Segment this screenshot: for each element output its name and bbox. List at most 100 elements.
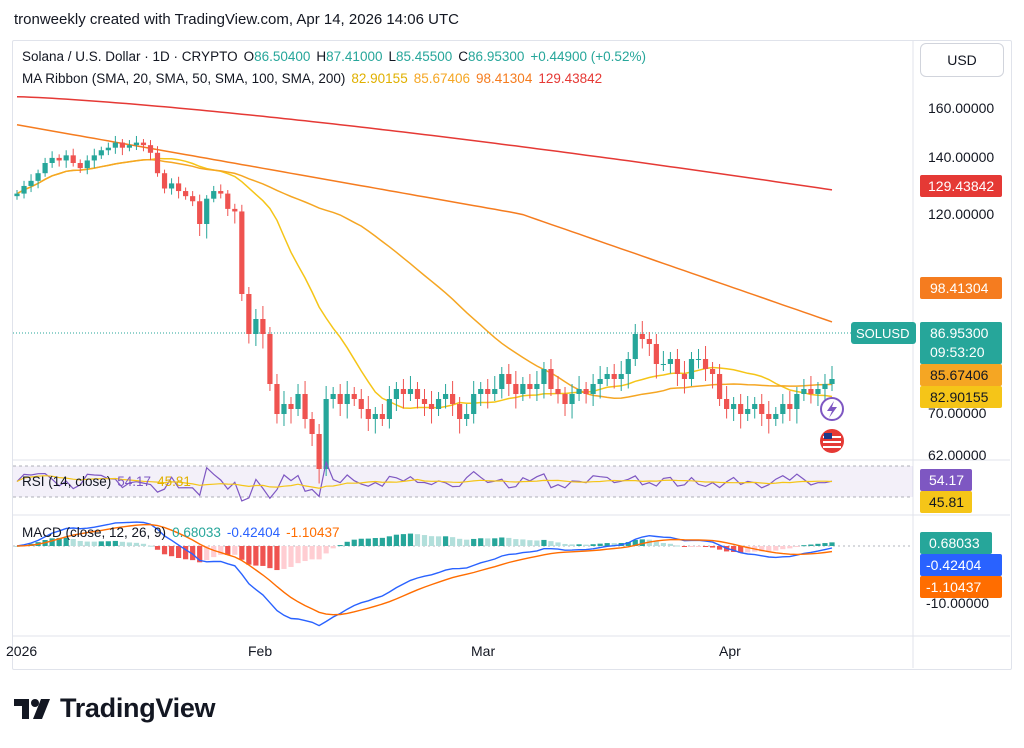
macd-histogram-bar: [794, 546, 800, 547]
macd-histogram-bar: [450, 537, 456, 546]
macd-signal-tag: [920, 576, 1002, 598]
candle: [344, 381, 350, 419]
candle: [780, 394, 786, 424]
macd-histogram-bar: [253, 546, 259, 566]
macd-histogram-bar: [716, 546, 723, 550]
macd-histogram-bar: [738, 546, 744, 553]
macd-histogram-bar: [154, 546, 161, 550]
macd-series: [14, 521, 835, 627]
candle: [731, 397, 737, 421]
symbol-legend[interactable]: Solana / U.S. Dollar · 1D · CRYPTO O86.50…: [22, 49, 652, 64]
macd-legend-macd: -0.42404: [226, 525, 281, 540]
candle: [766, 401, 772, 434]
candle: [738, 394, 744, 429]
lightning-event-icon[interactable]: [820, 397, 844, 421]
macd-histogram-bar: [168, 546, 175, 557]
macd-histogram-bar: [611, 543, 617, 546]
candle: [773, 407, 779, 426]
candle: [759, 394, 765, 426]
macd-histogram-bar: [457, 538, 463, 546]
candle: [70, 148, 76, 167]
candle: [21, 180, 27, 199]
ma-ribbon-legend[interactable]: MA Ribbon (SMA, 20, SMA, 50, SMA, 100, S…: [22, 71, 608, 86]
candle: [161, 169, 168, 194]
macd-histogram-bar: [358, 538, 364, 546]
macd-histogram-bar: [147, 545, 154, 547]
macd-histogram-bar: [695, 546, 702, 547]
candle: [801, 379, 807, 401]
macd-histogram-bar: [77, 540, 83, 546]
candle: [639, 321, 645, 349]
rsi-ma-line: [16, 475, 833, 489]
ma20-line: [16, 157, 833, 410]
symbol-tag[interactable]: [851, 322, 916, 344]
tradingview-logo-icon: [14, 698, 50, 719]
candle: [330, 387, 336, 409]
macd-histogram-bar: [478, 538, 484, 546]
macd-histogram-bar: [534, 540, 540, 546]
candle: [42, 157, 48, 177]
time-tick-mar: Mar: [471, 643, 495, 659]
candle: [428, 391, 435, 424]
candle: [379, 404, 385, 426]
change-value: +0.44900 (+0.52%): [530, 49, 646, 64]
candle: [35, 169, 41, 189]
macd-histogram-bar: [63, 537, 69, 546]
macd-histogram-bar: [583, 544, 589, 546]
candle: [513, 371, 519, 409]
macd-histogram-bar: [632, 539, 638, 546]
macd-histogram-bar: [801, 545, 807, 547]
macd-hist-tag: [920, 532, 992, 554]
candle: [808, 376, 814, 404]
low-value: 85.45500: [395, 49, 453, 64]
candle: [414, 382, 421, 409]
candle: [183, 187, 189, 200]
candle: [309, 412, 315, 446]
candle: [91, 148, 97, 168]
macd-histogram-bar: [555, 542, 561, 546]
candle: [794, 387, 800, 424]
macd-histogram-bar: [393, 534, 399, 546]
macd-histogram-bar: [745, 546, 751, 553]
chart-panel[interactable]: [12, 40, 1012, 670]
macd-histogram-bar: [379, 537, 385, 546]
macd-signal-text: -1.10437: [926, 579, 981, 595]
low-label: L: [388, 49, 396, 64]
candle: [625, 352, 631, 389]
candle: [457, 397, 463, 434]
ma20-price-tag: [920, 386, 1002, 408]
ma100-price-text: 98.41304: [930, 280, 989, 296]
symbol-name: Solana / U.S. Dollar · 1D · CRYPTO: [22, 49, 238, 64]
rsi-legend[interactable]: RSI (14, close) 54.17 45.81: [22, 474, 197, 489]
candle: [98, 146, 104, 159]
macd-histogram-bar: [780, 546, 786, 550]
macd-histogram-bar: [773, 546, 779, 551]
candle: [386, 386, 392, 429]
candle: [211, 185, 217, 203]
rsi-line: [16, 460, 833, 502]
ma-ribbon-title: MA Ribbon (SMA, 20, SMA, 50, SMA, 100, S…: [22, 71, 346, 86]
candle: [63, 150, 69, 168]
candle: [569, 384, 575, 419]
macd-histogram-bar: [506, 537, 512, 546]
candle: [787, 391, 793, 421]
macd-histogram-bar: [829, 542, 835, 546]
candlestick-series: [14, 135, 835, 484]
rsi-legend-value: 54.17: [117, 474, 152, 489]
tradingview-logo[interactable]: TradingView: [14, 693, 216, 724]
us-flag-event-icon[interactable]: [820, 429, 844, 453]
macd-legend[interactable]: MACD (close, 12, 26, 9) 0.68033 -0.42404 -1…: [22, 525, 345, 540]
candle: [485, 379, 491, 409]
macd-histogram-bar: [211, 546, 217, 558]
macd-histogram-bar: [492, 538, 498, 546]
candle: [527, 374, 533, 399]
candle: [478, 382, 484, 406]
open-value: 86.50400: [254, 49, 311, 64]
candle: [140, 139, 147, 152]
macd-histogram-bar: [267, 546, 273, 569]
candle: [119, 139, 125, 156]
macd-histogram-bar: [365, 538, 371, 546]
currency-button[interactable]: USD: [920, 43, 1004, 77]
macd-histogram-bar: [646, 539, 652, 546]
